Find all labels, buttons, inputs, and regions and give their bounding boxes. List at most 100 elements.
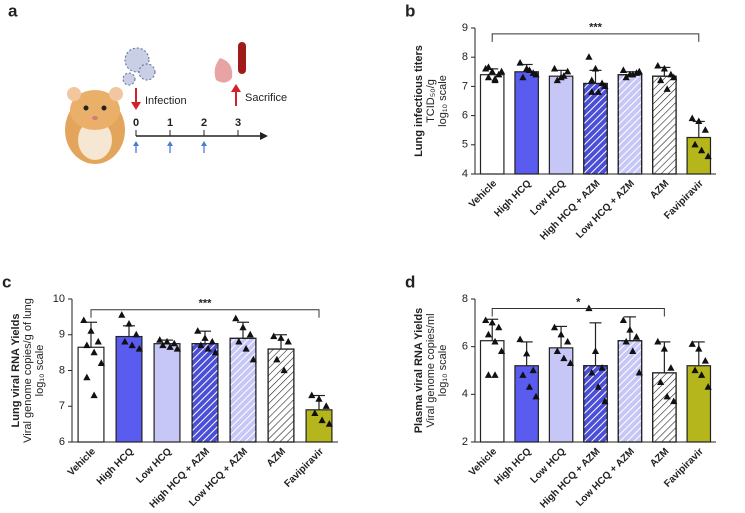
data-point [242,345,250,352]
x-tick-label: High HCQ [492,178,533,219]
data-point [121,337,129,345]
data-point [170,339,178,347]
data-point [90,348,98,356]
y-tick-label: 10 [53,293,65,305]
significance-bracket [491,33,700,42]
timeline-label: 3 [235,117,241,129]
data-point [284,337,292,345]
bar-hatch [191,343,219,443]
bar-hatch [229,337,257,443]
data-point [318,416,326,424]
data-point [667,364,675,371]
data-point [550,64,559,72]
arrowhead [133,141,139,146]
x-tick-label: High HCQ [95,446,136,487]
data-point [280,366,288,374]
panel-label: a [8,1,18,20]
y-axis-title: Lung infectious titers [413,45,425,157]
arrowhead [131,102,141,110]
bar [514,71,539,175]
data-point [619,316,627,324]
x-tick-label: AZM [648,446,671,469]
data-point [322,402,330,409]
y-tick-label: 4 [462,388,468,400]
data-point [128,341,136,349]
data-point [670,73,678,81]
bar [77,346,105,443]
panel-label: d [405,272,415,291]
data-point [654,337,662,345]
data-point [235,337,243,345]
data-point [173,345,181,352]
hamster-head [70,90,120,130]
y-tick-label: 6 [59,436,65,448]
x-tick-label: Favipiravir [282,446,326,490]
data-point [701,126,709,133]
data-point [118,311,126,318]
data-point [550,323,559,331]
data-point [532,392,540,400]
data-point [560,354,568,362]
data-point [497,347,506,355]
data-point [197,341,205,349]
data-point [591,64,600,72]
bar [153,343,181,443]
data-point [691,366,699,374]
data-point [132,330,140,338]
virus [122,72,136,86]
data-point [688,340,696,347]
arrowhead [167,141,173,146]
data-point [516,59,524,66]
data-point [166,343,174,350]
timeline-group: 0 1 2 3 [133,117,241,153]
data-point [270,332,278,340]
data-point [601,82,609,89]
data-point [564,67,572,75]
significance-bracket [90,309,320,318]
infection-label: Infection [145,95,187,107]
timeline-label: 1 [167,117,173,129]
data-point [635,67,643,75]
data-point [695,117,703,125]
data-point [585,53,593,60]
sacrifice-label: Sacrifice [245,92,287,104]
y-tick-label: 2 [462,436,468,448]
bar-hatch [267,348,295,443]
significance-bracket [491,308,665,317]
data-point [484,371,493,378]
data-point [325,420,333,427]
y-tick-label: 6 [462,110,468,122]
data-point [484,73,493,81]
data-point [670,397,678,405]
data-point [308,391,316,399]
data-point [695,345,703,352]
data-point [663,392,671,400]
timeline-label: 2 [201,117,207,129]
hamster-eye [101,105,107,111]
data-point [83,373,91,381]
hamster-ear [67,87,81,101]
data-point [588,368,596,376]
x-tick-label: Low HCQ + AZM [574,178,637,241]
data-point [232,314,240,322]
significance-label: *** [589,22,603,34]
y-tick-label: 6 [462,341,468,353]
data-point [523,349,531,357]
data-point [516,335,524,343]
timeline-label: 0 [133,117,139,129]
data-point [204,345,212,352]
y-tick-label: 4 [462,168,468,180]
data-point [697,146,706,154]
significance-label: *** [199,298,213,310]
panel-label: b [405,1,415,20]
hamster-ear [109,87,123,101]
data-point [629,347,637,355]
data-point [277,334,285,341]
x-tick-label: Vehicle [467,178,499,210]
data-point [156,336,164,343]
data-point [622,73,630,81]
bar [479,340,505,443]
panel-label: c [2,272,11,291]
significance-label: * [576,296,581,308]
